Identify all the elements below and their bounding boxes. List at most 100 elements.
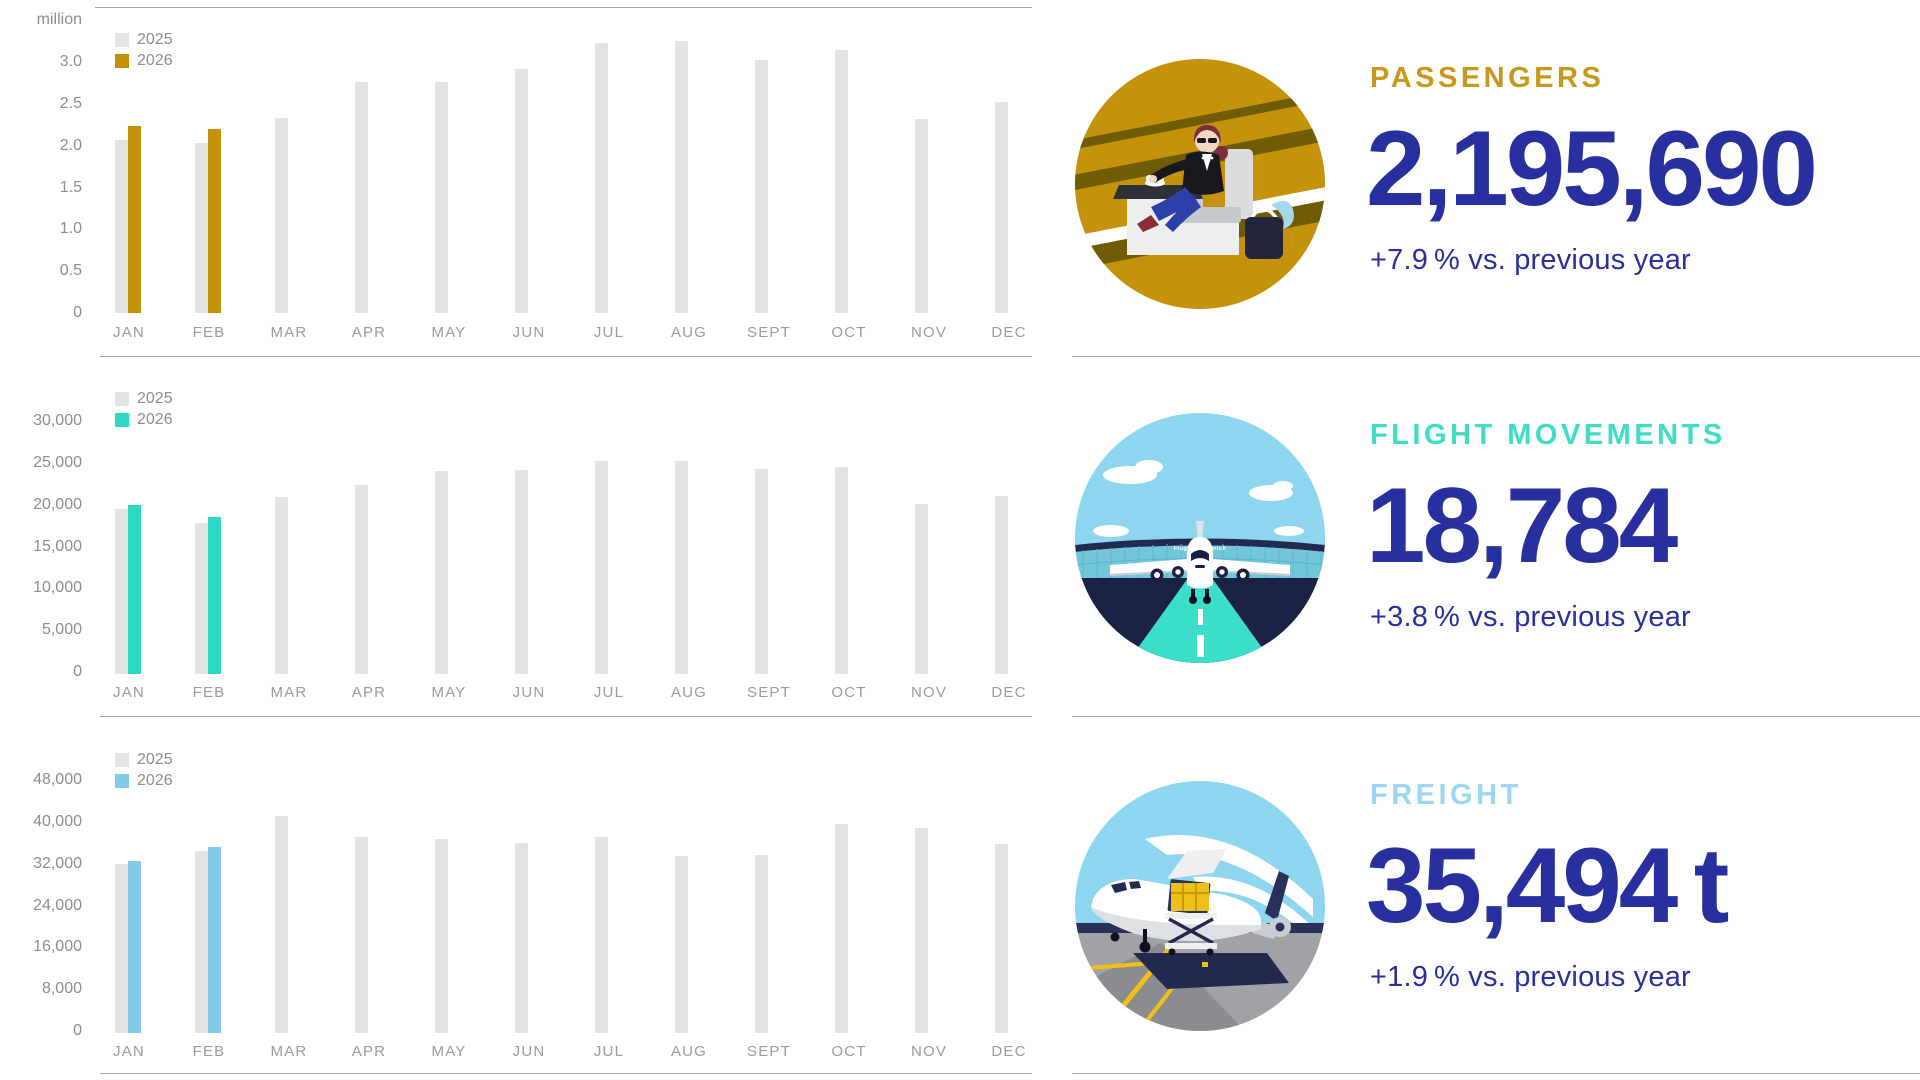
x-tick-label: JUN — [512, 684, 546, 701]
bar-2025-SEPT — [755, 469, 768, 674]
kpi-heading-flight-movements: FLIGHT MOVEMENTS — [1370, 419, 1726, 451]
legend-label-2025: 2025 — [137, 390, 173, 407]
kpi-delta-flight-movements: +3.8 % vs. previous year — [1370, 601, 1691, 633]
x-tick-label: DEC — [991, 684, 1027, 701]
bar-2025-JAN — [115, 140, 128, 313]
y-tick-label: 0 — [73, 304, 82, 321]
y-tick-label: 32,000 — [33, 854, 82, 872]
bar-2025-AUG — [675, 856, 688, 1033]
bar-2026-FEB — [208, 517, 221, 674]
bar-2026-FEB — [208, 129, 221, 313]
x-tick-label: NOV — [910, 684, 948, 701]
bar-2025-JUN — [515, 69, 528, 313]
y-tick-label: 0.5 — [59, 262, 82, 280]
y-tick-label: 0 — [73, 663, 82, 680]
y-tick-label: 25,000 — [33, 453, 82, 471]
bar-2026-JAN — [128, 505, 141, 674]
bar-2025-JAN — [115, 509, 128, 674]
divider-right-2 — [1072, 716, 1920, 717]
x-tick-label: MAR — [270, 684, 308, 701]
x-tick-label: JUL — [593, 324, 625, 341]
axis-unit-label: million — [36, 11, 82, 28]
bar-2025-OCT — [835, 467, 848, 674]
kpi-delta-passengers: +7.9 % vs. previous year — [1370, 244, 1691, 276]
kpi-value-flight-movements: 18,784 — [1366, 465, 1678, 585]
x-tick-label: MAY — [431, 684, 467, 701]
y-tick-label: 24,000 — [33, 896, 82, 914]
legend-label-2025: 2025 — [137, 751, 173, 768]
y-tick-label: 20,000 — [33, 495, 82, 513]
bar-2025-APR — [355, 837, 368, 1033]
legend-swatch-2026 — [115, 54, 129, 68]
bar-2025-NOV — [915, 828, 928, 1033]
bar-2025-MAY — [435, 82, 448, 313]
x-tick-label: MAY — [431, 324, 467, 341]
x-tick-label: JAN — [113, 324, 145, 341]
x-tick-label: FEB — [192, 324, 226, 341]
bar-2026-FEB — [208, 847, 221, 1033]
x-tick-label: APR — [351, 1043, 387, 1060]
x-tick-label: JUN — [512, 1043, 546, 1060]
bar-2025-SEPT — [755, 60, 768, 313]
divider-left-3 — [100, 1073, 1032, 1074]
x-tick-label: DEC — [991, 1043, 1027, 1060]
x-tick-label: MAY — [431, 1043, 467, 1060]
x-tick-label: AUG — [670, 1043, 708, 1060]
legend-swatch-2025 — [115, 392, 129, 406]
bar-2025-AUG — [675, 461, 688, 674]
x-tick-label: MAR — [270, 324, 308, 341]
freight-illustration — [1075, 781, 1325, 1031]
y-tick-label: 30,000 — [33, 412, 82, 430]
x-tick-label: OCT — [831, 324, 867, 341]
legend-label-2025: 2025 — [137, 31, 173, 48]
legend-label-2026: 2026 — [137, 411, 173, 428]
bar-2025-MAR — [275, 118, 288, 313]
x-tick-label: AUG — [670, 684, 708, 701]
bar-2025-APR — [355, 485, 368, 674]
bar-2026-JAN — [128, 861, 141, 1033]
x-tick-label: APR — [351, 324, 387, 341]
y-tick-label: 3.0 — [59, 53, 82, 71]
bar-2025-JUL — [595, 837, 608, 1033]
x-tick-label: JAN — [113, 1043, 145, 1060]
x-tick-label: JUL — [593, 684, 625, 701]
y-tick-label: 16,000 — [33, 938, 82, 956]
bar-2025-SEPT — [755, 855, 768, 1033]
kpi-heading-passengers: PASSENGERS — [1370, 62, 1605, 94]
kpi-value-freight: 35,494 t — [1366, 825, 1729, 945]
bar-2025-DEC — [995, 102, 1008, 313]
y-tick-label: 2.5 — [59, 94, 82, 112]
y-tick-label: 48,000 — [33, 771, 82, 789]
bar-2025-NOV — [915, 504, 928, 674]
divider-left-2 — [100, 716, 1032, 717]
legend-swatch-2025 — [115, 33, 129, 47]
kpi-heading-freight: FREIGHT — [1370, 779, 1522, 811]
bar-2026-JAN — [128, 126, 141, 313]
x-tick-label: JAN — [113, 684, 145, 701]
kpi-delta-freight: +1.9 % vs. previous year — [1370, 961, 1691, 993]
bar-2025-FEB — [195, 523, 208, 674]
legend-swatch-2026 — [115, 774, 129, 788]
x-tick-label: DEC — [991, 324, 1027, 341]
lounge-chair — [1181, 149, 1253, 255]
x-tick-label: OCT — [831, 1043, 867, 1060]
x-tick-label: JUL — [593, 1043, 625, 1060]
x-tick-label: SEPT — [747, 684, 791, 701]
passenger-figure — [1137, 125, 1228, 232]
x-tick-label: NOV — [910, 1043, 948, 1060]
cargo-lift — [1165, 883, 1217, 973]
bar-2025-OCT — [835, 50, 848, 313]
x-tick-label: OCT — [831, 684, 867, 701]
bar-2025-MAY — [435, 471, 448, 674]
y-tick-label: 0 — [73, 1022, 82, 1039]
divider-right-3 — [1072, 1073, 1920, 1074]
x-tick-label: NOV — [910, 324, 948, 341]
divider-left-1 — [100, 356, 1032, 357]
bar-2025-MAR — [275, 816, 288, 1033]
x-tick-label: MAR — [270, 1043, 308, 1060]
bar-2025-FEB — [195, 851, 208, 1033]
bar-2025-JUN — [515, 470, 528, 674]
